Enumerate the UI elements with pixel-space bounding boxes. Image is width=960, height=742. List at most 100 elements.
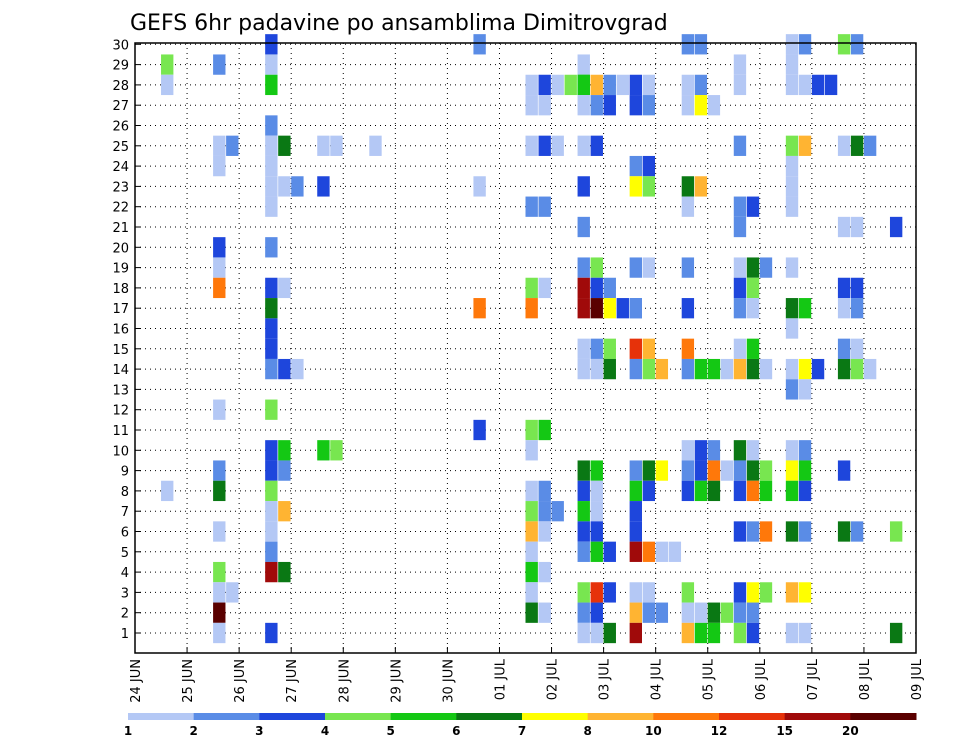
heatmap-cell [226, 135, 239, 156]
heatmap-cell [681, 338, 695, 359]
x-tick-label: 30 JUN [441, 659, 456, 703]
heatmap-cell [278, 358, 291, 380]
heatmap-cell [577, 95, 590, 116]
y-tick-label: 20 [112, 241, 129, 256]
x-tick-label: 06 JUL [754, 658, 769, 700]
y-tick-label: 2 [121, 607, 129, 622]
heatmap-cell [265, 440, 278, 461]
heatmap-cell [473, 419, 486, 441]
heatmap-cell [785, 521, 799, 542]
heatmap-cell [681, 480, 695, 502]
heatmap-cell [889, 622, 903, 644]
heatmap-cell [655, 541, 669, 562]
heatmap-cell [863, 135, 877, 156]
heatmap-cell [759, 480, 773, 502]
heatmap-cell [577, 541, 590, 562]
heatmap-cell [538, 95, 551, 116]
heatmap-cell [694, 622, 708, 644]
heatmap-cell [525, 602, 538, 623]
colorbar-label: 20 [842, 724, 859, 738]
heatmap-cell [551, 135, 564, 156]
colorbar-label: 15 [776, 724, 793, 738]
colorbar-label: 1 [124, 724, 132, 738]
heatmap-cell [655, 358, 669, 380]
y-tick-label: 4 [121, 566, 129, 581]
heatmap-cell [577, 460, 590, 481]
heatmap-cell [590, 257, 603, 278]
heatmap-cell [161, 480, 174, 502]
heatmap-cell [785, 318, 799, 339]
heatmap-cell [265, 155, 278, 177]
colorbar-swatch [784, 713, 851, 720]
colorbar: 1 2 3 4 5 6 7 8 10 12 15 20 [124, 713, 917, 738]
heatmap-cell [590, 460, 603, 481]
heatmap-cell [577, 622, 590, 644]
heatmap-cell [798, 379, 812, 400]
plot-frame [134, 42, 917, 654]
heatmap-cell [265, 318, 278, 339]
heatmap-cell [213, 277, 226, 299]
y-axis: 1234567891011121314151617181920212223242… [112, 38, 141, 642]
heatmap-cell [811, 74, 825, 96]
chart-title: GEFS 6hr padavine po ansamblima Dimitrov… [130, 11, 668, 36]
heatmap-cell [590, 501, 603, 522]
heatmap-cell [681, 622, 695, 644]
y-tick-label: 10 [112, 444, 129, 459]
x-tick-label: 27 JUN [285, 659, 300, 703]
x-tick-label: 01 JUL [493, 658, 508, 700]
heatmap-cell [850, 298, 864, 319]
y-tick-label: 3 [121, 586, 129, 601]
heatmap-cell [668, 541, 682, 562]
heatmap-cell [681, 196, 695, 217]
x-tick-label: 08 JUL [858, 658, 873, 700]
heatmap-cell [577, 216, 590, 238]
heatmap-cell [811, 358, 825, 380]
heatmap-cell [590, 602, 603, 623]
heatmap-cell [213, 582, 226, 603]
heatmap-cell [265, 196, 278, 217]
heatmap-cell [642, 338, 656, 359]
heatmap-cell [707, 602, 721, 623]
heatmap-cell [785, 74, 799, 96]
heatmap-cell [759, 521, 773, 542]
heatmap-cell [694, 95, 708, 116]
heatmap-cell [265, 338, 278, 359]
heatmap-cell [707, 480, 721, 502]
heatmap-cell [629, 602, 642, 623]
heatmap-cell [746, 257, 760, 278]
heatmap-cell [850, 338, 864, 359]
heatmap-cell [733, 338, 747, 359]
heatmap-cell [538, 480, 551, 502]
heatmap-cell [590, 358, 603, 380]
x-tick-label: 28 JUN [337, 659, 352, 703]
heatmap-cell [759, 460, 773, 481]
y-tick-label: 14 [112, 363, 129, 378]
heatmap-cell [850, 521, 864, 542]
heatmap-cell [629, 95, 642, 116]
heatmap-cell [629, 541, 642, 562]
heatmap-cell [785, 358, 799, 380]
heatmap-cell [655, 460, 669, 481]
heatmap-cell [265, 460, 278, 481]
heatmap-cell [317, 135, 330, 156]
heatmap-cell [161, 54, 174, 75]
heatmap-cell [616, 74, 629, 96]
heatmap-cell [330, 135, 343, 156]
heatmap-cell [798, 135, 812, 156]
heatmap-cell [538, 561, 551, 583]
heatmap-cell [642, 602, 656, 623]
heatmap-cell [265, 54, 278, 75]
heatmap-cell [590, 95, 603, 116]
heatmap-cell [837, 338, 851, 359]
heatmap-cell [538, 196, 551, 217]
heatmap-cell [291, 176, 304, 197]
heatmap-cell [785, 379, 799, 400]
x-tick-label: 03 JUL [598, 658, 613, 700]
y-tick-label: 25 [112, 140, 129, 155]
colorbar-swatch [390, 713, 457, 720]
colorbar-label: 7 [518, 724, 526, 738]
heatmap-cell [642, 257, 656, 278]
y-tick-label: 17 [112, 302, 129, 317]
heatmap-cell [577, 257, 590, 278]
heatmap-cell [525, 196, 538, 217]
